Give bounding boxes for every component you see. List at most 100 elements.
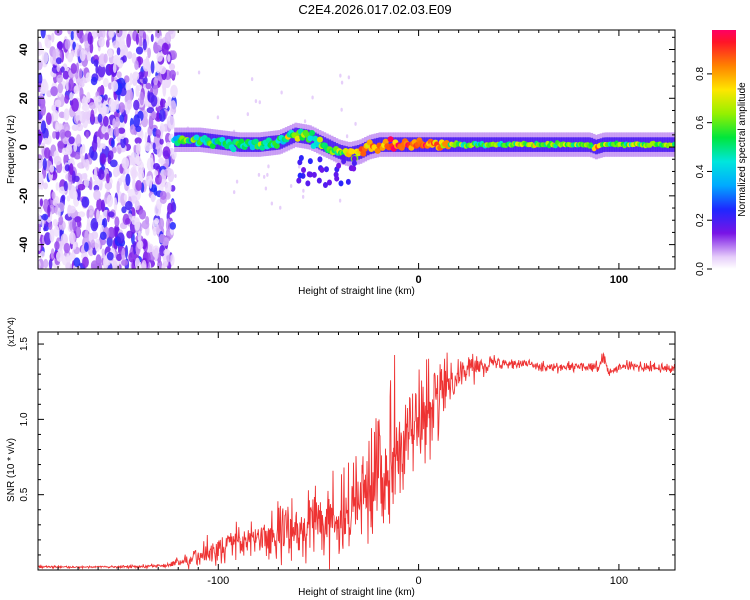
noise-cell — [84, 40, 90, 49]
noise-cell — [41, 51, 49, 65]
noise-cell — [124, 245, 128, 259]
noise-cell — [54, 99, 62, 108]
signal-cell — [298, 154, 304, 161]
y-tick-label: 20 — [18, 92, 30, 104]
noise-cell — [133, 114, 141, 128]
noise-cell — [42, 158, 47, 171]
noise-cell — [126, 99, 132, 111]
y-tick-label: 40 — [18, 43, 30, 55]
noise-cell — [75, 134, 82, 147]
noise-cell — [159, 98, 167, 108]
noise-cell — [97, 169, 105, 181]
noise-cell — [109, 159, 118, 168]
noise-cell — [289, 184, 293, 189]
y-tick-label: 1.0 — [19, 412, 30, 426]
signal-cell — [316, 177, 322, 184]
signal-cell — [672, 141, 675, 147]
noise-cell — [133, 144, 137, 153]
noise-cell — [101, 124, 109, 135]
noise-cell — [257, 172, 261, 177]
noise-cell — [85, 72, 91, 83]
noise-cell — [56, 64, 60, 73]
noise-cell — [147, 47, 152, 59]
noise-cell — [100, 199, 105, 212]
noise-cell — [270, 201, 274, 206]
signal-cell — [309, 130, 315, 136]
noise-cell — [111, 138, 115, 149]
signal-cell — [301, 166, 307, 173]
noise-cell — [106, 236, 113, 247]
signal-cell — [351, 155, 357, 162]
noise-cell — [96, 198, 103, 212]
noise-cell — [62, 70, 69, 80]
noise-cell — [103, 255, 109, 269]
noise-cell — [125, 217, 131, 225]
noise-cell — [123, 193, 128, 202]
noise-cell — [55, 182, 59, 191]
noise-cell — [40, 30, 46, 39]
noise-cell — [55, 57, 62, 65]
noise-cell — [150, 33, 154, 43]
signal-cell — [230, 146, 237, 153]
noise-cell — [51, 32, 55, 43]
signal-cell — [311, 171, 317, 178]
x-tick-label: 0 — [416, 575, 422, 587]
noise-cell — [98, 214, 103, 221]
noise-cell — [345, 134, 349, 139]
noise-cell — [129, 195, 138, 204]
noise-cell — [43, 258, 49, 269]
y-axis-label: Frequency (Hz) — [6, 115, 17, 184]
noise-cell — [232, 190, 236, 195]
noise-cell — [57, 207, 61, 218]
noise-cell — [153, 77, 158, 86]
noise-cell — [146, 30, 153, 34]
noise-cell — [108, 150, 114, 161]
noise-cell — [168, 30, 174, 35]
noise-cell — [84, 242, 89, 252]
noise-cell — [93, 189, 101, 201]
noise-cell — [254, 99, 258, 104]
x-tick-label: 100 — [610, 274, 628, 286]
x-tick-label: 0 — [416, 274, 422, 286]
noise-cell — [121, 247, 126, 261]
noise-cell — [95, 95, 103, 103]
noise-cell — [76, 48, 81, 57]
noise-cell — [153, 82, 159, 96]
noise-cell — [134, 217, 141, 231]
noise-cell — [69, 92, 74, 101]
signal-cell — [326, 179, 332, 186]
noise-cell — [38, 46, 44, 55]
noise-cell — [113, 167, 119, 178]
noise-cell — [56, 41, 64, 50]
noise-cell — [176, 71, 179, 76]
noise-cell — [340, 107, 343, 112]
noise-cell — [118, 127, 126, 134]
noise-cell — [54, 241, 60, 251]
signal-cell — [387, 136, 394, 143]
noise-cell — [64, 94, 69, 104]
noise-cell — [88, 181, 92, 190]
noise-cell — [142, 38, 147, 51]
noise-cell — [170, 84, 178, 98]
noise-cell — [174, 173, 177, 178]
noise-cell — [216, 115, 220, 120]
noise-cell — [164, 32, 172, 45]
noise-cell — [99, 153, 107, 165]
signal-cell — [360, 150, 367, 157]
noise-cell — [43, 137, 49, 145]
noise-cell — [79, 49, 86, 62]
noise-cell — [106, 173, 110, 184]
colorbar-tick-label: 0.4 — [695, 164, 706, 178]
noise-cell — [149, 175, 153, 189]
colorbar-label: Normalized spectral amplitude — [737, 82, 748, 217]
noise-cell — [120, 136, 126, 149]
noise-cell — [158, 233, 165, 244]
noise-cell — [77, 211, 86, 218]
noise-cell — [155, 30, 161, 39]
colorbar-tick-label: 0.2 — [695, 213, 706, 227]
noise-cell — [59, 129, 66, 139]
noise-cell — [108, 98, 115, 112]
noise-cell — [145, 82, 152, 90]
noise-cell — [137, 230, 142, 243]
